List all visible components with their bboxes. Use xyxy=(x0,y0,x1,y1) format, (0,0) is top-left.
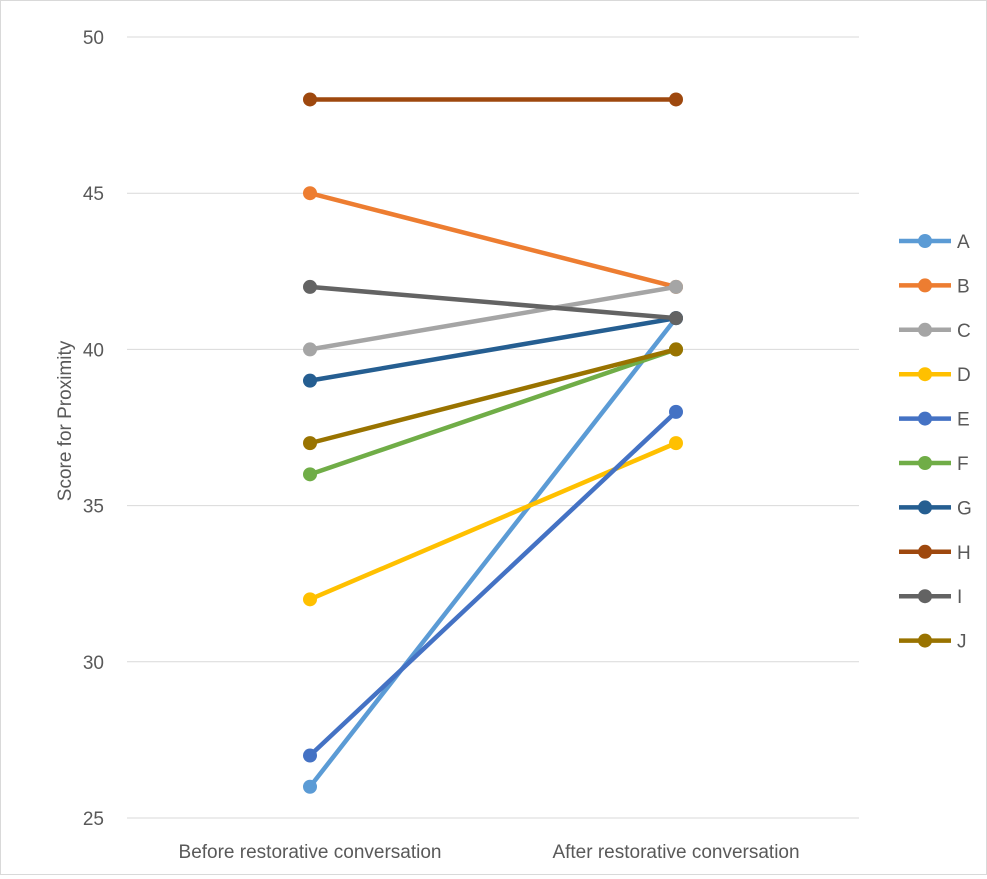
data-point-J-1 xyxy=(303,436,317,451)
series-line-I xyxy=(307,284,679,321)
x-tick-label: After restorative conversation xyxy=(552,842,799,863)
legend-swatch-marker xyxy=(918,278,932,293)
series-line-E xyxy=(307,409,679,758)
y-tick-label: 30 xyxy=(83,653,104,674)
series-E xyxy=(303,404,683,763)
data-point-I-1 xyxy=(303,279,317,294)
y-tick-label: 25 xyxy=(83,809,104,830)
legend-swatch-marker xyxy=(918,411,932,426)
series-lines xyxy=(303,92,683,794)
y-tick-label: 35 xyxy=(83,497,104,518)
series-line-A xyxy=(307,315,679,790)
y-tick-label: 45 xyxy=(83,184,104,205)
series-I xyxy=(303,279,683,326)
legend-item-H: H xyxy=(899,543,971,564)
series-line-J xyxy=(307,347,679,446)
legend-label: A xyxy=(957,232,970,253)
legend-swatch-marker xyxy=(918,456,932,470)
series-line-D xyxy=(307,440,679,602)
data-point-H-2 xyxy=(669,92,683,107)
legend-label: H xyxy=(957,543,971,564)
legend-item-B: B xyxy=(899,276,970,297)
series-line-G xyxy=(307,315,679,383)
data-point-I-2 xyxy=(669,311,683,326)
legend-item-E: E xyxy=(899,410,970,431)
legend-item-A: A xyxy=(899,232,970,253)
data-point-C-1 xyxy=(303,342,317,357)
legend-label: I xyxy=(957,587,962,608)
legend-label: J xyxy=(957,632,967,653)
legend-item-J: J xyxy=(899,632,967,653)
series-line-C xyxy=(307,284,679,352)
y-axis-label: Score for Proximity xyxy=(55,340,76,501)
legend-swatch-marker xyxy=(918,367,932,382)
series-line-F xyxy=(307,347,679,477)
legend-swatch-marker xyxy=(918,234,932,248)
data-point-J-2 xyxy=(669,342,683,357)
legend-swatch-marker xyxy=(918,544,932,559)
series-H xyxy=(303,92,683,107)
data-point-E-1 xyxy=(303,748,317,763)
legend-label: G xyxy=(957,498,972,519)
legend-label: E xyxy=(957,410,970,431)
data-point-D-2 xyxy=(669,436,683,451)
series-line-B xyxy=(307,190,679,290)
legend-swatch-marker xyxy=(918,589,932,604)
legend-swatch-marker xyxy=(918,500,932,515)
legend-label: C xyxy=(957,321,971,342)
y-tick-label: 50 xyxy=(83,28,104,49)
data-point-A-1 xyxy=(303,779,317,794)
legend-item-F: F xyxy=(899,454,969,475)
data-point-C-2 xyxy=(669,279,683,294)
series-B xyxy=(303,186,683,294)
legend-label: B xyxy=(957,276,970,297)
legend-item-I: I xyxy=(899,587,962,608)
y-tick-label: 40 xyxy=(83,340,104,361)
series-J xyxy=(303,342,683,451)
legend: A B C D E F G H I J xyxy=(899,232,972,653)
x-axis-tick-labels: Before restorative conversation After res… xyxy=(179,842,800,863)
data-point-G-1 xyxy=(303,373,317,388)
legend-item-D: D xyxy=(899,365,971,386)
legend-item-G: G xyxy=(899,498,972,519)
gridlines xyxy=(127,36,859,819)
legend-swatch-marker xyxy=(918,322,932,337)
series-A xyxy=(303,311,683,794)
legend-swatch-marker xyxy=(918,633,932,648)
data-point-F-1 xyxy=(303,467,317,482)
x-tick-label: Before restorative conversation xyxy=(179,842,442,863)
data-point-D-1 xyxy=(303,592,317,607)
legend-label: D xyxy=(957,365,971,386)
y-axis-tick-labels: 25 30 35 40 45 50 xyxy=(83,28,104,830)
legend-item-C: C xyxy=(899,321,971,342)
series-C xyxy=(303,279,683,357)
legend-label: F xyxy=(957,454,969,475)
data-point-E-2 xyxy=(669,404,683,419)
data-point-H-1 xyxy=(303,92,317,107)
data-point-B-1 xyxy=(303,186,317,201)
